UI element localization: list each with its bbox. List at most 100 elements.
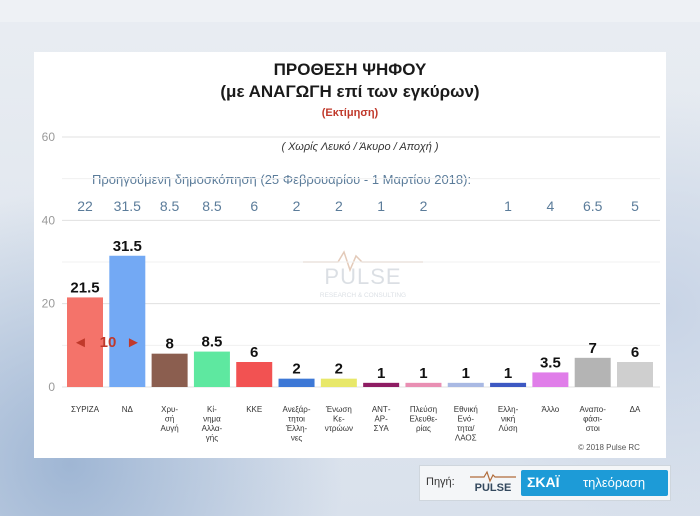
bar [574,357,611,387]
right-arrow-icon: ► [126,334,141,351]
x-tick-label-line: Λύση [499,424,518,433]
x-tick-labels: ΣΥΡΙΖΑ ΝΔ Χρυ-σή Αυγή Κί-νημα Αλλα-γής ΚΚΕ Ανεξ… [71,405,641,443]
x-tick-label: Άλλο [542,405,560,414]
pulse-logo: PULSE [470,470,516,494]
y-tick-label: 60 [42,130,56,144]
x-tick-label-line: ΚΚΕ [246,405,262,414]
x-tick-label-line: Κί- [207,405,217,414]
value-label: 6 [631,344,639,361]
x-tick-label-line: Ενό- [458,415,475,424]
previous-poll-value: 2 [335,198,343,214]
x-tick-label: ΣΥΡΙΖΑ [71,405,100,414]
x-tick-label: Ένωση Κε-ντρώων [325,405,353,433]
watermark-brand: PULSE [324,264,401,289]
value-label: 3.5 [540,354,561,371]
previous-poll-value: 8.5 [160,198,180,214]
previous-poll-value: 31.5 [114,198,141,214]
difference-value: 10 [100,334,117,351]
x-tick-label-line: τητοι [288,415,305,424]
y-tick-labels: 0 20 40 60 [42,130,56,394]
bar [320,378,357,387]
x-tick-label-line: νική [501,415,515,424]
x-tick-label-line: Ανεξάρ- [283,405,311,414]
x-tick-label-line: σή [165,415,174,424]
previous-poll-value: 2 [420,198,428,214]
x-tick-label-line: νημα [203,415,221,424]
x-tick-label-line: Χρυ- [161,405,178,414]
x-tick-label-line: Αναπο- [580,405,607,414]
value-label: 21.5 [70,279,99,296]
value-label: 8.5 [201,334,222,351]
source-label: Πηγή: [426,476,455,488]
previous-poll-value: 6.5 [583,198,603,214]
previous-poll-value: 22 [77,198,93,214]
bar [532,372,569,387]
x-tick-label: Χρυ-σή Αυγή [161,405,179,433]
difference-annotation: ◄ 10 ► [73,334,141,351]
x-tick-label: Ελλη-νική Λύση [498,405,519,433]
value-label: 1 [504,365,512,382]
x-tick-label-line: Εθνική [454,405,478,414]
x-tick-label-line: ΑΡ- [374,415,388,424]
x-tick-label-line: Ελλη- [498,405,519,414]
x-tick-label-line: ντρώων [325,424,353,433]
watermark-tagline: RESEARCH & CONSULTING [320,292,406,299]
previous-poll-value: 5 [631,198,639,214]
x-tick-label: Πλεύση Ελευθε-ρίας [409,405,437,433]
previous-poll-value: 1 [377,198,385,214]
x-tick-label-line: ρίας [416,424,431,433]
previous-poll-values: 22 31.5 8.5 8.5 6 2 2 1 2 1 4 6.5 5 [77,198,639,214]
x-tick-label-line: Πλεύση [410,405,437,414]
y-tick-label: 40 [42,213,56,227]
x-tick-label: ΑΝΤ-ΑΡ-ΣΥΑ [372,405,391,433]
bar [151,353,188,387]
bars [67,255,653,387]
value-label: 2 [335,361,343,378]
x-tick-label-line: νες [291,434,303,443]
x-tick-label-line: φάσι- [583,415,603,424]
x-tick-label: Ανεξάρ-τητοι Έλλη-νες [283,405,311,443]
y-tick-label: 0 [48,380,55,394]
previous-poll-value: 8.5 [202,198,222,214]
bar [193,351,230,387]
bar [405,382,442,387]
y-tick-label: 20 [42,297,56,311]
x-tick-label-line: στοι [586,424,600,433]
chart-subtitle: (με ΑΝΑΓΩΓΗ επί των εγκύρων) [220,82,480,101]
x-tick-label-line: Κε- [333,415,345,424]
bar [109,255,146,387]
note-label: ( Χωρίς Λευκό / Άκυρο / Αποχή ) [281,141,439,153]
value-labels: 21.5 31.5 8 8.5 6 2 2 1 1 1 1 3.5 7 6 [70,238,639,382]
chart-title: ΠΡΟΘΕΣΗ ΨΗΦΟΥ [273,60,427,79]
x-tick-label-line: ΔΑ [630,405,641,414]
value-label: 31.5 [113,238,142,255]
value-label: 2 [292,361,300,378]
x-tick-label-line: ΣΥΡΙΖΑ [71,405,100,414]
x-tick-label-line: ΣΥΑ [374,424,390,433]
chart-panel [34,52,666,458]
skai-logo: ΣΚΑΪ τηλεόραση [521,470,668,496]
grid-layer [62,136,660,388]
value-label: 8 [165,336,173,353]
x-tick-label-line: τητα/ [457,424,475,433]
value-label: 7 [589,340,597,357]
previous-poll-value: 2 [293,198,301,214]
x-tick-label: ΚΚΕ [246,405,262,414]
x-tick-label-line: Αλλα- [202,424,223,433]
x-tick-label-line: Άλλο [542,405,560,414]
previous-poll-value: 4 [546,198,554,214]
value-label: 6 [250,344,258,361]
x-tick-label: ΔΑ [630,405,641,414]
x-tick-label-line: Ελευθε- [409,415,437,424]
bar [67,297,103,387]
left-arrow-icon: ◄ [73,334,88,351]
previous-poll-title: Προηγούμενη δημοσκόπηση (25 Φεβρουαρίου … [92,172,472,187]
pulse-logo-text: PULSE [475,482,512,494]
x-tick-label-line: ΛΑΟΣ [455,434,477,443]
x-tick-label-line: ΑΝΤ- [372,405,391,414]
x-tick-label-line: γής [206,434,218,443]
bar [617,362,653,387]
bar [363,382,400,387]
value-label: 1 [462,365,470,382]
